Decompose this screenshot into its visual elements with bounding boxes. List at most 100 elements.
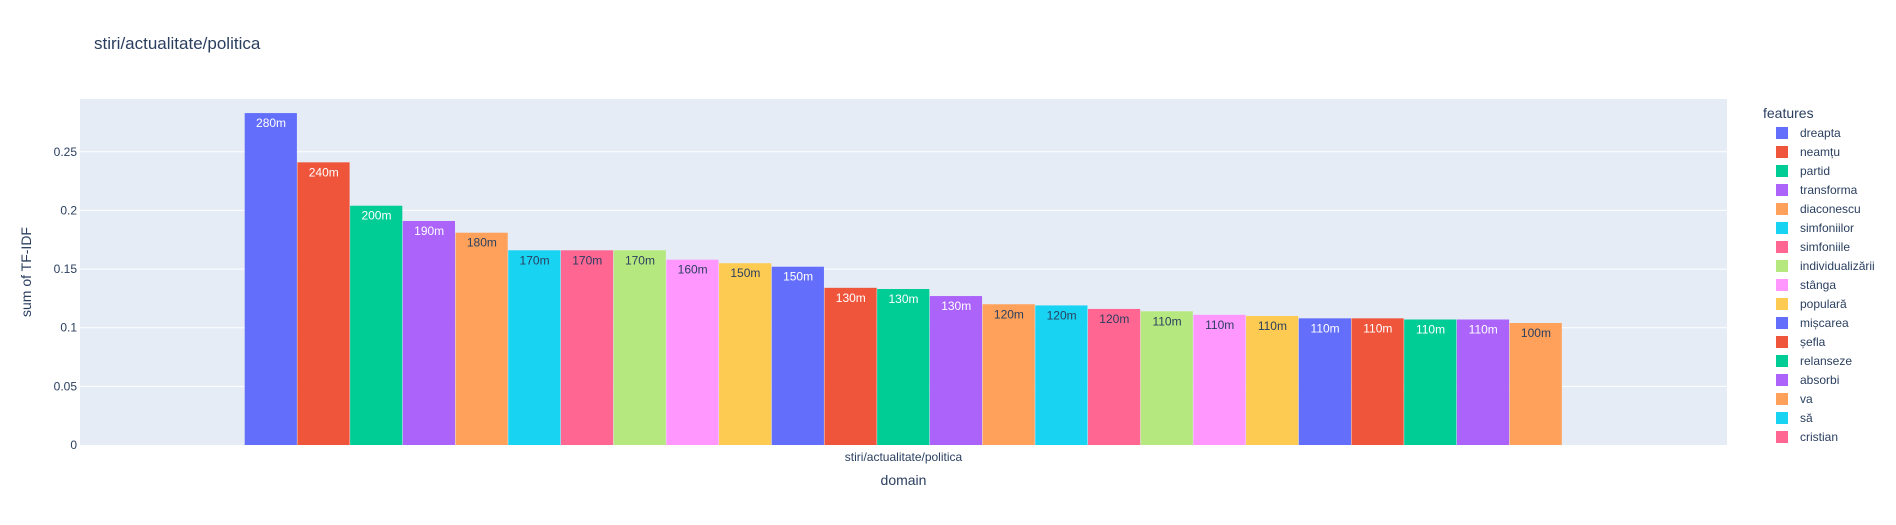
bar[interactable]	[1509, 323, 1562, 445]
legend-swatch[interactable]	[1776, 260, 1788, 272]
bar[interactable]	[824, 287, 877, 445]
legend-item-label[interactable]: transforma	[1800, 183, 1858, 197]
bar-value-label: 110m	[1416, 323, 1445, 337]
bars	[244, 113, 1562, 446]
legend-item-label[interactable]: mișcarea	[1800, 316, 1849, 330]
legend-item-label[interactable]: populară	[1800, 297, 1847, 311]
x-axis-title: domain	[881, 472, 927, 488]
bar[interactable]	[929, 296, 983, 445]
legend-swatch[interactable]	[1776, 374, 1788, 386]
bar-value-label: 120m	[1099, 312, 1129, 326]
legend[interactable]: features dreapta neamțu partid transforma di…	[1763, 105, 1875, 444]
y-axis-title: sum of TF-IDF	[18, 227, 34, 317]
bar-value-label: 120m	[994, 307, 1024, 321]
legend-swatch[interactable]	[1776, 241, 1788, 253]
legend-item-label[interactable]: să	[1800, 411, 1813, 425]
legend-swatch[interactable]	[1776, 222, 1788, 234]
bar[interactable]	[771, 266, 824, 445]
legend-swatch[interactable]	[1776, 127, 1788, 139]
bar[interactable]	[1035, 305, 1088, 445]
legend-swatch[interactable]	[1776, 336, 1788, 348]
bar[interactable]	[719, 263, 772, 445]
bar[interactable]	[1404, 319, 1457, 445]
legend-item-label[interactable]: simfoniilor	[1800, 221, 1854, 235]
chart-title: stiri/actualitate/politica	[94, 34, 261, 53]
y-tick-label: 0.2	[60, 203, 77, 217]
bar-value-label: 200m	[361, 209, 391, 223]
legend-swatch[interactable]	[1776, 279, 1788, 291]
bar-value-label: 130m	[941, 299, 971, 313]
y-tick-label: 0.05	[54, 379, 78, 393]
legend-swatch[interactable]	[1776, 412, 1788, 424]
legend-item-label[interactable]: absorbi	[1800, 373, 1839, 387]
legend-swatch[interactable]	[1776, 184, 1788, 196]
bar[interactable]	[613, 250, 666, 445]
bar-value-label: 110m	[1205, 318, 1234, 332]
bar[interactable]	[297, 162, 350, 446]
bar[interactable]	[508, 250, 561, 445]
bar-value-label: 110m	[1311, 321, 1340, 335]
legend-item-label[interactable]: simfoniile	[1800, 240, 1850, 254]
legend-swatch[interactable]	[1776, 203, 1788, 215]
bar[interactable]	[666, 259, 719, 445]
bar-value-label: 170m	[520, 253, 550, 267]
legend-swatch[interactable]	[1776, 146, 1788, 158]
legend-swatch[interactable]	[1776, 431, 1788, 443]
legend-swatch[interactable]	[1776, 355, 1788, 367]
bar-value-label: 130m	[836, 291, 866, 305]
x-tick-label: stiri/actualitate/politica	[845, 450, 963, 464]
bar-value-label: 180m	[467, 236, 497, 250]
bar-value-label: 280m	[256, 116, 286, 130]
legend-title: features	[1763, 105, 1814, 121]
bar-value-label: 160m	[678, 263, 708, 277]
legend-item-label[interactable]: partid	[1800, 164, 1830, 178]
bar[interactable]	[560, 250, 614, 445]
legend-swatch[interactable]	[1776, 165, 1788, 177]
bar[interactable]	[1351, 318, 1404, 445]
bar[interactable]	[877, 289, 930, 445]
bar-value-label: 110m	[1469, 323, 1498, 337]
legend-item-label[interactable]: șefla	[1800, 335, 1826, 349]
bar-value-label: 110m	[1363, 321, 1392, 335]
bar-value-label: 240m	[309, 165, 339, 179]
bar[interactable]	[982, 304, 1035, 445]
bar[interactable]	[1456, 319, 1510, 445]
bar[interactable]	[1298, 318, 1351, 445]
bar[interactable]	[1087, 308, 1141, 445]
legend-swatch[interactable]	[1776, 317, 1788, 329]
legend-swatch[interactable]	[1776, 298, 1788, 310]
legend-item-label[interactable]: cristian	[1800, 430, 1838, 444]
bar[interactable]	[402, 220, 456, 445]
bar[interactable]	[350, 205, 403, 445]
bar-value-label: 100m	[1521, 326, 1551, 340]
bar-value-label: 110m	[1258, 319, 1287, 333]
legend-item-label[interactable]: neamțu	[1800, 145, 1840, 159]
y-tick-label: 0.1	[60, 321, 77, 335]
legend-item-label[interactable]: dreapta	[1800, 126, 1841, 140]
bar-value-label: 120m	[1047, 308, 1077, 322]
bar[interactable]	[1193, 314, 1246, 445]
y-tick-label: 0.25	[54, 145, 78, 159]
bar-value-label: 170m	[572, 253, 602, 267]
legend-item-label[interactable]: relanseze	[1800, 354, 1852, 368]
y-tick-label: 0	[70, 438, 77, 452]
legend-item-label[interactable]: individualizării	[1800, 259, 1875, 273]
y-tick-label: 0.15	[54, 262, 78, 276]
bar-value-label: 190m	[414, 224, 444, 238]
bar-value-label: 110m	[1152, 314, 1181, 328]
y-axis-ticks: 0 0.05 0.1 0.15 0.2 0.25	[54, 145, 78, 452]
bar-value-label: 130m	[888, 292, 918, 306]
bar-value-label: 150m	[730, 266, 760, 280]
bar[interactable]	[1140, 311, 1193, 445]
bar-labels: 280m 240m 200m 190m 180m 170m 170m 170m 160m 150m…	[256, 116, 1551, 340]
bar[interactable]	[244, 113, 297, 445]
bar-value-label: 170m	[625, 253, 655, 267]
bar[interactable]	[455, 232, 508, 445]
bar-value-label: 150m	[783, 270, 813, 284]
legend-item-label[interactable]: diaconescu	[1800, 202, 1861, 216]
legend-swatch[interactable]	[1776, 393, 1788, 405]
legend-item-label[interactable]: stânga	[1800, 278, 1836, 292]
bar[interactable]	[1246, 315, 1299, 445]
legend-item-label[interactable]: va	[1800, 392, 1813, 406]
